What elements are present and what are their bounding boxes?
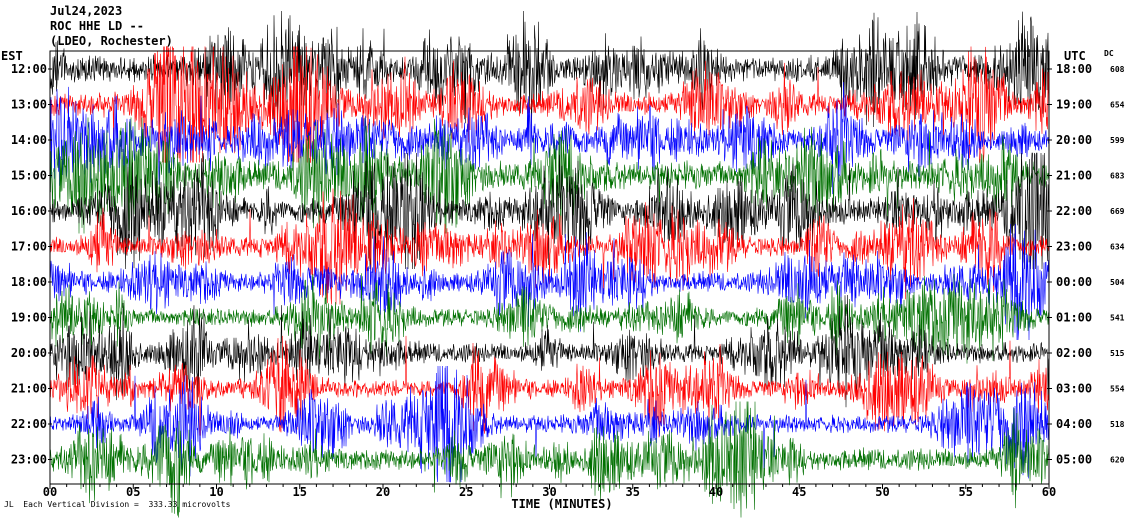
x-tick-label: 60 [1042, 485, 1056, 499]
dc-value: 634 [1110, 243, 1125, 252]
utc-label: 04:00 [1056, 417, 1092, 431]
x-tick-label: 25 [459, 485, 473, 499]
dc-value: 541 [1110, 314, 1125, 323]
utc-label: 05:00 [1056, 453, 1092, 467]
utc-label: 23:00 [1056, 240, 1092, 254]
location-label: (LDEO, Rochester) [50, 34, 173, 48]
est-header: EST [1, 49, 23, 63]
dc-value: 599 [1110, 136, 1125, 145]
dc-value: 654 [1110, 101, 1125, 110]
dc-value: 554 [1110, 385, 1125, 394]
dc-value: 620 [1110, 456, 1125, 465]
trace-row-1200 [49, 10, 1050, 128]
scale-note: JL Each Vertical Division = 333.33 micro… [4, 500, 230, 509]
trace-row-1300 [49, 46, 1050, 163]
est-label: 13:00 [11, 98, 47, 112]
scale-note-text: Each Vertical Division = 333.33 microvol… [23, 500, 231, 509]
dc-value: 518 [1110, 420, 1125, 429]
utc-label: 00:00 [1056, 275, 1092, 289]
x-tick-label: 05 [126, 485, 140, 499]
dc-value: 504 [1110, 278, 1125, 287]
x-tick-label: 35 [626, 485, 640, 499]
dc-value: 683 [1110, 172, 1125, 181]
trace-row-1600 [49, 152, 1050, 270]
x-tick-label: 10 [209, 485, 223, 499]
dc-header: DC [1104, 49, 1114, 58]
date-label: Jul24,2023 [50, 4, 123, 18]
est-label: 15:00 [11, 169, 47, 183]
est-label: 23:00 [11, 453, 47, 467]
est-label: 14:00 [11, 133, 47, 147]
utc-label: 20:00 [1056, 133, 1092, 147]
utc-label: 21:00 [1056, 169, 1092, 183]
est-label: 16:00 [11, 204, 47, 218]
trace-row-2000 [49, 294, 1050, 408]
est-label: 17:00 [11, 240, 47, 254]
x-tick-label: 55 [959, 485, 973, 499]
est-label: 21:00 [11, 382, 47, 396]
trace-row-2200 [49, 365, 1050, 483]
trace-row-2100 [49, 335, 1050, 438]
x-axis-label: TIME (MINUTES) [511, 497, 612, 511]
utc-header: UTC [1064, 49, 1086, 63]
dc-value: 608 [1110, 65, 1125, 74]
x-tick-label: 15 [293, 485, 307, 499]
trace-row-1500 [49, 117, 1050, 234]
trace-row-1900 [49, 273, 1050, 364]
station-label: ROC HHE LD -- [50, 19, 144, 33]
x-tick-label: 00 [43, 485, 57, 499]
dc-value: 515 [1110, 349, 1125, 358]
utc-label: 03:00 [1056, 382, 1092, 396]
trace-row-1400 [49, 81, 1050, 195]
x-tick-label: 30 [542, 485, 556, 499]
corner-mark: JL [4, 500, 14, 509]
trace-row-1800 [49, 223, 1050, 341]
est-label: 19:00 [11, 311, 47, 325]
utc-label: 02:00 [1056, 346, 1092, 360]
x-tick-label: 20 [376, 485, 390, 499]
x-tick-label: 45 [792, 485, 806, 499]
utc-label: 22:00 [1056, 204, 1092, 218]
est-label: 18:00 [11, 275, 47, 289]
est-label: 22:00 [11, 417, 47, 431]
trace-row-2300 [49, 401, 1050, 518]
x-tick-label: 50 [875, 485, 889, 499]
utc-label: 01:00 [1056, 311, 1092, 325]
est-label: 12:00 [11, 62, 47, 76]
est-label: 20:00 [11, 346, 47, 360]
utc-label: 18:00 [1056, 62, 1092, 76]
utc-label: 19:00 [1056, 98, 1092, 112]
x-tick-label: 40 [709, 485, 723, 499]
dc-value: 669 [1110, 207, 1125, 216]
